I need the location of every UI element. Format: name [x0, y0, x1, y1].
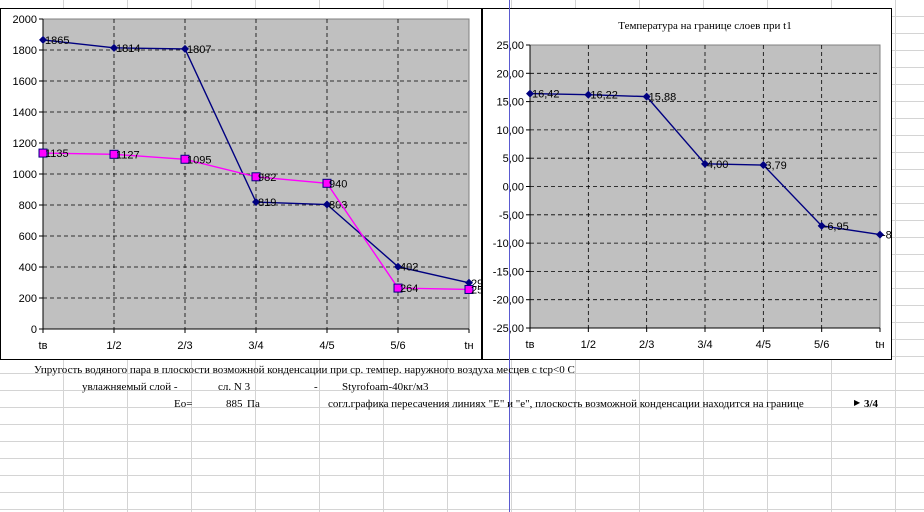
data-point — [251, 172, 261, 182]
data-label: 402 — [400, 262, 418, 274]
data-label: 1865 — [45, 35, 69, 47]
vapor-pressure-chart-svg: 0 200 400 600 800 1000 1200 1400 1600 1800 2000 tв 1… — [13, 14, 483, 352]
data-point — [642, 92, 651, 101]
cell-cursor-line — [509, 0, 510, 512]
y-tick-label: 400 — [19, 262, 37, 274]
y-tick-label: 0 — [31, 324, 37, 336]
y-tick-label: 15,00 — [496, 97, 524, 109]
y-tick-label: 25,00 — [496, 40, 524, 52]
data-point — [110, 43, 118, 52]
conclusion-text: согл.графика пересачения линиях "E" и "e… — [328, 398, 804, 410]
x-tick-label: 4/5 — [756, 339, 771, 351]
y-tick-label: -10,00 — [493, 238, 524, 250]
data-point — [759, 161, 768, 170]
eo-unit: Па — [247, 398, 260, 410]
data-label: 16,42 — [532, 89, 560, 101]
data-point — [817, 221, 826, 230]
y-tick-label: 0,00 — [503, 182, 524, 194]
x-tick-label: 5/6 — [390, 340, 405, 352]
y-tick-label: 1800 — [13, 45, 37, 57]
y-tick-label: 200 — [19, 293, 37, 305]
data-point — [252, 198, 260, 207]
data-label: 16,22 — [590, 90, 618, 102]
data-point — [323, 200, 331, 209]
y-tick-label: 1600 — [13, 76, 37, 88]
x-tick-label: tн — [464, 340, 473, 352]
data-label: 264 — [400, 283, 418, 295]
y-tick-label: 1000 — [13, 169, 37, 181]
y-tick-label: -5,00 — [499, 210, 524, 222]
data-point — [181, 44, 189, 53]
data-point — [322, 178, 332, 188]
eo-label: Eo= — [174, 398, 193, 410]
data-point — [38, 148, 48, 158]
data-label: 1127 — [116, 149, 140, 161]
data-label: 803 — [329, 200, 347, 212]
eo-value: 885 — [226, 398, 243, 410]
data-label: 1814 — [116, 43, 140, 55]
boundary-marker-icon: ▶ — [854, 398, 861, 407]
data-label: 982 — [258, 172, 276, 184]
data-label: 15,88 — [649, 92, 677, 104]
x-tick-label: tн — [875, 339, 884, 351]
layer-material: Styrofoam-40кг/м3 — [342, 381, 429, 393]
data-point — [464, 284, 474, 294]
x-tick-label: 4/5 — [319, 340, 334, 352]
y-tick-label: 2000 — [13, 14, 37, 26]
data-label: 1807 — [187, 44, 211, 56]
data-label: 4,00 — [707, 159, 728, 171]
x-tick-label: tв — [526, 339, 535, 351]
x-tick-label: 2/3 — [639, 339, 654, 351]
y-tick-label: 10,00 — [496, 125, 524, 137]
data-point — [109, 149, 119, 159]
note-line-1: Упругость водяного пара в плоскости возм… — [34, 364, 575, 376]
y-tick-label: -20,00 — [493, 295, 524, 307]
y-tick-label: -25,00 — [493, 323, 524, 335]
y-tick-label: 20,00 — [496, 68, 524, 80]
x-tick-label: 1/2 — [581, 339, 596, 351]
data-label: 3,79 — [765, 160, 786, 172]
data-point — [584, 90, 593, 99]
data-label: 1095 — [187, 154, 211, 166]
data-point — [180, 154, 190, 164]
y-tick-label: 1200 — [13, 138, 37, 150]
y-tick-label: 600 — [19, 231, 37, 243]
y-tick-label: -15,00 — [493, 266, 524, 278]
x-tick-label: 2/3 — [177, 340, 192, 352]
data-label: 25 — [471, 284, 483, 296]
x-tick-label: 5/6 — [814, 339, 829, 351]
data-label: 819 — [258, 197, 276, 209]
y-tick-label: 800 — [19, 200, 37, 212]
layer-number: сл. N 3 — [218, 381, 251, 393]
data-point — [701, 159, 709, 168]
data-point — [465, 278, 473, 287]
x-tick-label: tв — [39, 340, 48, 352]
data-point — [394, 262, 402, 271]
data-label: 29 — [471, 278, 483, 290]
data-label: 940 — [329, 178, 347, 190]
layer-dash: - — [314, 381, 318, 393]
data-point — [393, 283, 403, 293]
y-tick-label: 5,00 — [503, 153, 524, 165]
data-point — [526, 89, 534, 98]
layer-label: увлажняемый слой - — [82, 381, 178, 393]
data-point — [876, 230, 884, 239]
data-label: 1135 — [45, 148, 69, 160]
chart-title: Температура на границе слоев при t1 — [618, 20, 791, 32]
x-tick-label: 3/4 — [248, 340, 263, 352]
x-tick-label: 3/4 — [697, 339, 712, 351]
x-tick-label: 1/2 — [106, 340, 121, 352]
temperature-chart-svg: -25,00 -20,00 -15,00 -10,00 -5,00 0,00 5,00 10,… — [493, 20, 892, 351]
temperature-chart[interactable]: -25,00 -20,00 -15,00 -10,00 -5,00 0,00 5,00 10,… — [482, 8, 892, 360]
y-tick-label: 1400 — [13, 107, 37, 119]
data-label: -8 — [882, 230, 892, 242]
condensation-boundary: 3/4 — [864, 398, 879, 410]
vapor-pressure-chart[interactable]: 0 200 400 600 800 1000 1200 1400 1600 1800 2000 tв 1… — [0, 8, 483, 360]
data-label: -6,95 — [824, 221, 849, 233]
data-point — [39, 35, 47, 44]
